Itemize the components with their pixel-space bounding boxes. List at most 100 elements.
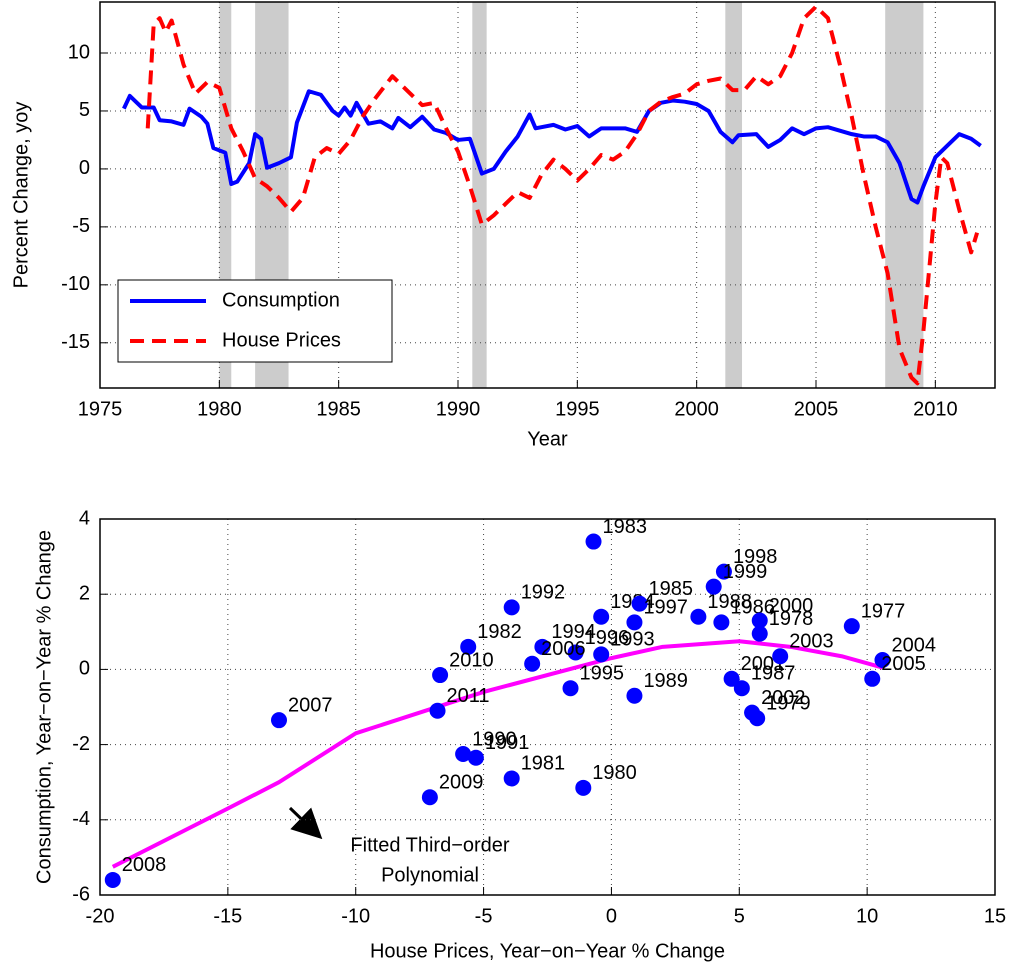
scatter-point	[467, 749, 484, 766]
scatter-point	[104, 871, 121, 888]
scatter-point	[429, 702, 446, 719]
scatter-point	[744, 704, 761, 721]
x-tick-label: 1980	[197, 398, 242, 420]
y-tick-label: 2	[79, 582, 90, 604]
x-tick-label: -10	[341, 905, 370, 927]
shaded-period	[219, 2, 232, 388]
point-label: 2005	[881, 653, 926, 675]
y-axis-label: Consumption, Year−on−Year % Change	[33, 530, 55, 884]
point-label: 1995	[580, 662, 625, 684]
y-tick-label: -15	[61, 331, 90, 353]
series-line	[122, 89, 982, 205]
shaded-period	[885, 2, 924, 388]
legend-label: House Prices	[222, 329, 341, 351]
y-tick-label: 4	[79, 507, 90, 529]
annotation-arrow	[288, 806, 323, 840]
y-tick-label: 0	[79, 658, 90, 680]
scatter-point	[733, 680, 750, 697]
point-label: 1987	[751, 662, 796, 684]
shaded-period	[472, 2, 487, 388]
x-axis-label: Year	[527, 428, 568, 450]
point-label: 1989	[643, 670, 688, 692]
y-tick-label: 10	[68, 41, 90, 63]
x-tick-label: 1985	[316, 398, 361, 420]
y-tick-label: -6	[72, 883, 90, 905]
point-label: 1990	[472, 728, 516, 750]
scatter-point	[723, 670, 740, 687]
point-label: 1982	[477, 621, 522, 643]
point-label: 2004	[891, 634, 936, 656]
x-tick-label: 2005	[794, 398, 839, 420]
x-axis-label: House Prices, Year−on−Year % Change	[370, 940, 725, 962]
point-label: 1983	[603, 516, 648, 538]
point-label: 1991	[485, 732, 530, 754]
point-label: 2010	[449, 649, 494, 671]
scatter-point	[626, 614, 643, 631]
scatter-point	[460, 638, 477, 655]
scatter-point	[593, 646, 610, 663]
scatter-point	[626, 687, 643, 704]
y-tick-label: -5	[72, 215, 90, 237]
scatter-point	[705, 578, 722, 595]
scatter-point	[524, 655, 541, 672]
annotation: Polynomial	[381, 864, 479, 886]
scatter-point	[455, 746, 472, 762]
y-tick-label: 5	[79, 99, 90, 121]
x-tick-label: 1975	[78, 398, 123, 420]
point-label: 1999	[723, 561, 768, 583]
point-label: 2003	[789, 631, 834, 653]
point-label: 2006	[541, 638, 586, 660]
legend-label: Consumption	[222, 289, 340, 311]
plot-frame	[99, 1, 996, 389]
scatter-point	[864, 670, 881, 687]
point-label: 1978	[769, 608, 814, 630]
point-label: 1986	[730, 597, 775, 619]
x-tick-label: 0	[606, 905, 617, 927]
plot-frame	[99, 518, 996, 896]
x-tick-label: 2010	[913, 398, 958, 420]
y-tick-label: 0	[79, 157, 90, 179]
point-label: 1993	[610, 629, 655, 651]
point-label: 1988	[707, 591, 752, 613]
x-tick-label: 1990	[436, 398, 481, 420]
point-label: 2000	[769, 595, 814, 617]
shaded-period	[725, 2, 743, 388]
legend-box	[117, 279, 393, 363]
scatter-point	[772, 648, 789, 665]
scatter-point	[874, 652, 891, 668]
scatter-point	[575, 779, 592, 796]
y-tick-label: -4	[72, 808, 90, 830]
scatter-point	[751, 625, 768, 642]
scatter-point	[690, 608, 707, 625]
scatter-point	[534, 638, 551, 655]
annotation: Fitted Third−order	[350, 834, 509, 856]
x-tick-label: 1995	[555, 398, 600, 420]
point-label: 1981	[521, 753, 566, 775]
point-label: 1996	[585, 627, 630, 649]
scatter-point	[751, 612, 768, 629]
scatter-point	[432, 667, 449, 684]
point-label: 1992	[521, 582, 566, 604]
x-tick-label: 10	[856, 905, 878, 927]
scatter-point	[843, 618, 860, 635]
scatter-point	[593, 608, 610, 625]
x-tick-label: 5	[734, 905, 745, 927]
scatter-point	[631, 595, 648, 612]
point-label: 2009	[439, 772, 484, 794]
x-tick-label: -15	[213, 905, 242, 927]
y-axis-label: Percent Change, yoy	[10, 102, 32, 289]
point-label: 1985	[649, 578, 694, 600]
scatter-point	[421, 789, 438, 806]
point-label: 1980	[592, 762, 637, 784]
point-label: 1997	[643, 597, 688, 619]
x-tick-label: -20	[86, 905, 115, 927]
point-label: 2011	[447, 685, 490, 707]
x-tick-label: 15	[984, 905, 1006, 927]
fit-curve	[111, 639, 884, 869]
y-tick-label: -10	[61, 273, 90, 295]
scatter-point	[567, 644, 584, 661]
x-tick-label: -5	[475, 905, 493, 927]
series-line	[145, 4, 980, 386]
